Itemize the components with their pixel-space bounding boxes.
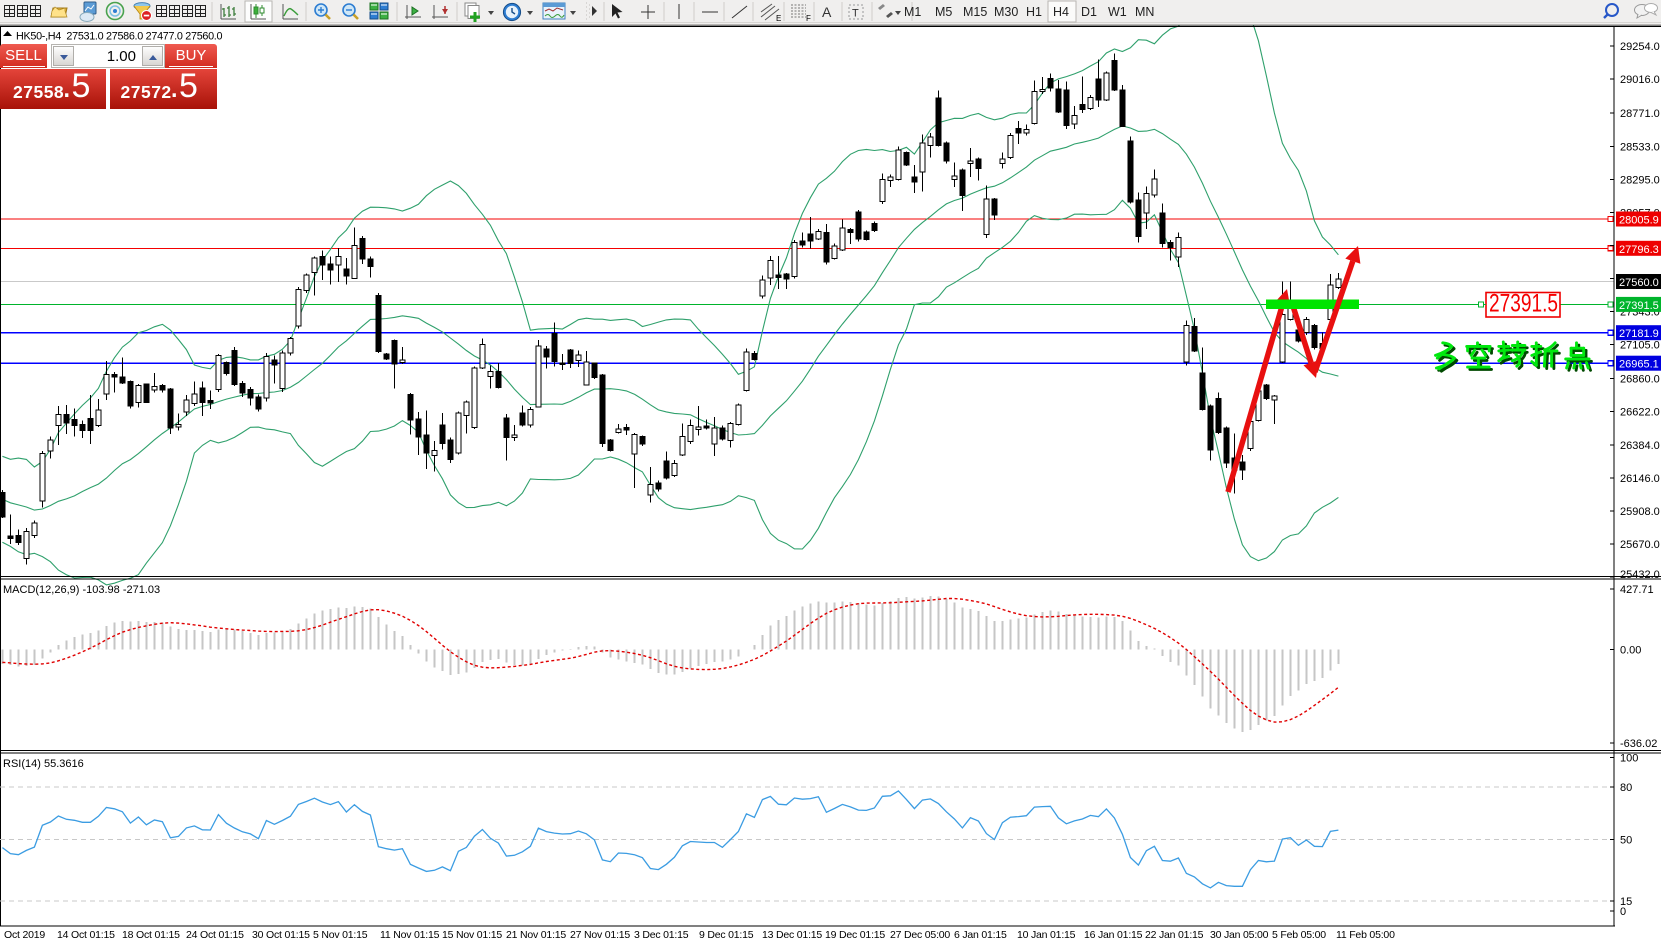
svg-text:21 Nov 01:15: 21 Nov 01:15 — [506, 929, 566, 941]
svg-text:D1: D1 — [1081, 5, 1097, 19]
svg-text:M30: M30 — [994, 5, 1018, 19]
svg-text:30 Oct 01:15: 30 Oct 01:15 — [252, 929, 310, 941]
svg-text:26146.0: 26146.0 — [1620, 473, 1660, 485]
svg-text:5 Feb 05:00: 5 Feb 05:00 — [1272, 929, 1326, 941]
svg-text:27796.3: 27796.3 — [1619, 244, 1659, 256]
svg-text:27391.5: 27391.5 — [1489, 290, 1558, 318]
svg-text:27 Dec 05:00: 27 Dec 05:00 — [890, 929, 950, 941]
svg-text:F: F — [806, 14, 811, 23]
svg-text:11 Nov 01:15: 11 Nov 01:15 — [380, 929, 440, 941]
svg-text:27391.5: 27391.5 — [1619, 300, 1659, 312]
svg-text:3 Dec 01:15: 3 Dec 01:15 — [634, 929, 689, 941]
svg-text:H4: H4 — [1053, 5, 1069, 19]
svg-text:E: E — [776, 14, 781, 23]
svg-text:A: A — [822, 4, 832, 20]
svg-text:26965.1: 26965.1 — [1619, 359, 1659, 371]
svg-text:15: 15 — [1620, 896, 1632, 908]
svg-text:25670.0: 25670.0 — [1620, 539, 1660, 551]
svg-text:HK50-,H4 27531.0 27586.0 2747: HK50-,H4 27531.0 27586.0 27477.0 27560.0 — [16, 31, 223, 43]
svg-text:28295.0: 28295.0 — [1620, 174, 1660, 186]
svg-text:80: 80 — [1620, 782, 1632, 794]
svg-text:16 Jan 01:15: 16 Jan 01:15 — [1084, 929, 1143, 941]
svg-text:26622.0: 26622.0 — [1620, 407, 1660, 419]
svg-text:27560.0: 27560.0 — [1619, 277, 1659, 289]
svg-text:28771.0: 28771.0 — [1620, 108, 1660, 120]
svg-text:24 Oct 01:15: 24 Oct 01:15 — [186, 929, 244, 941]
svg-text:19 Dec 01:15: 19 Dec 01:15 — [825, 929, 885, 941]
svg-text:0.00: 0.00 — [1620, 644, 1641, 656]
svg-text:27105.0: 27105.0 — [1620, 340, 1660, 352]
svg-text:9 Dec 01:15: 9 Dec 01:15 — [699, 929, 754, 941]
svg-text:10 Jan 01:15: 10 Jan 01:15 — [1017, 929, 1076, 941]
svg-text:M5: M5 — [935, 5, 952, 19]
svg-text:MACD(12,26,9) -103.98 -271.03: MACD(12,26,9) -103.98 -271.03 — [3, 584, 160, 596]
svg-text:RSI(14) 55.3616: RSI(14) 55.3616 — [3, 758, 84, 770]
svg-text:11 Feb 05:00: 11 Feb 05:00 — [1336, 929, 1395, 941]
svg-text:26384.0: 26384.0 — [1620, 440, 1660, 452]
svg-text:100: 100 — [1620, 753, 1638, 765]
svg-text:13 Dec 01:15: 13 Dec 01:15 — [762, 929, 822, 941]
svg-text:28533.0: 28533.0 — [1620, 141, 1660, 153]
svg-text:29016.0: 29016.0 — [1620, 74, 1660, 86]
svg-text:25908.0: 25908.0 — [1620, 506, 1660, 518]
svg-text:25432.0: 25432.0 — [1620, 569, 1660, 581]
svg-text:15 Nov 01:15: 15 Nov 01:15 — [442, 929, 502, 941]
svg-text:22 Jan 01:15: 22 Jan 01:15 — [1145, 929, 1204, 941]
svg-text:5 Nov 01:15: 5 Nov 01:15 — [313, 929, 368, 941]
svg-text:28005.9: 28005.9 — [1619, 215, 1659, 227]
svg-text:W1: W1 — [1108, 5, 1127, 19]
svg-text:MN: MN — [1135, 5, 1154, 19]
svg-text:M15: M15 — [963, 5, 987, 19]
svg-text:-636.02: -636.02 — [1620, 738, 1657, 750]
svg-text:6 Jan 01:15: 6 Jan 01:15 — [954, 929, 1007, 941]
svg-text:27 Nov 01:15: 27 Nov 01:15 — [570, 929, 630, 941]
svg-text:M1: M1 — [904, 5, 921, 19]
svg-text:Oct 2019: Oct 2019 — [4, 929, 45, 941]
svg-text:427.71: 427.71 — [1620, 584, 1654, 596]
svg-text:14 Oct 01:15: 14 Oct 01:15 — [57, 929, 115, 941]
svg-text:50: 50 — [1620, 835, 1632, 847]
svg-text:0: 0 — [1620, 906, 1626, 918]
svg-text:29254.0: 29254.0 — [1620, 41, 1660, 53]
svg-text:T: T — [852, 8, 859, 20]
svg-text:30 Jan 05:00: 30 Jan 05:00 — [1210, 929, 1269, 941]
svg-text:18 Oct 01:15: 18 Oct 01:15 — [122, 929, 180, 941]
svg-text:27181.9: 27181.9 — [1619, 328, 1659, 340]
svg-text:H1: H1 — [1026, 5, 1042, 19]
svg-text:26860.0: 26860.0 — [1620, 374, 1660, 386]
